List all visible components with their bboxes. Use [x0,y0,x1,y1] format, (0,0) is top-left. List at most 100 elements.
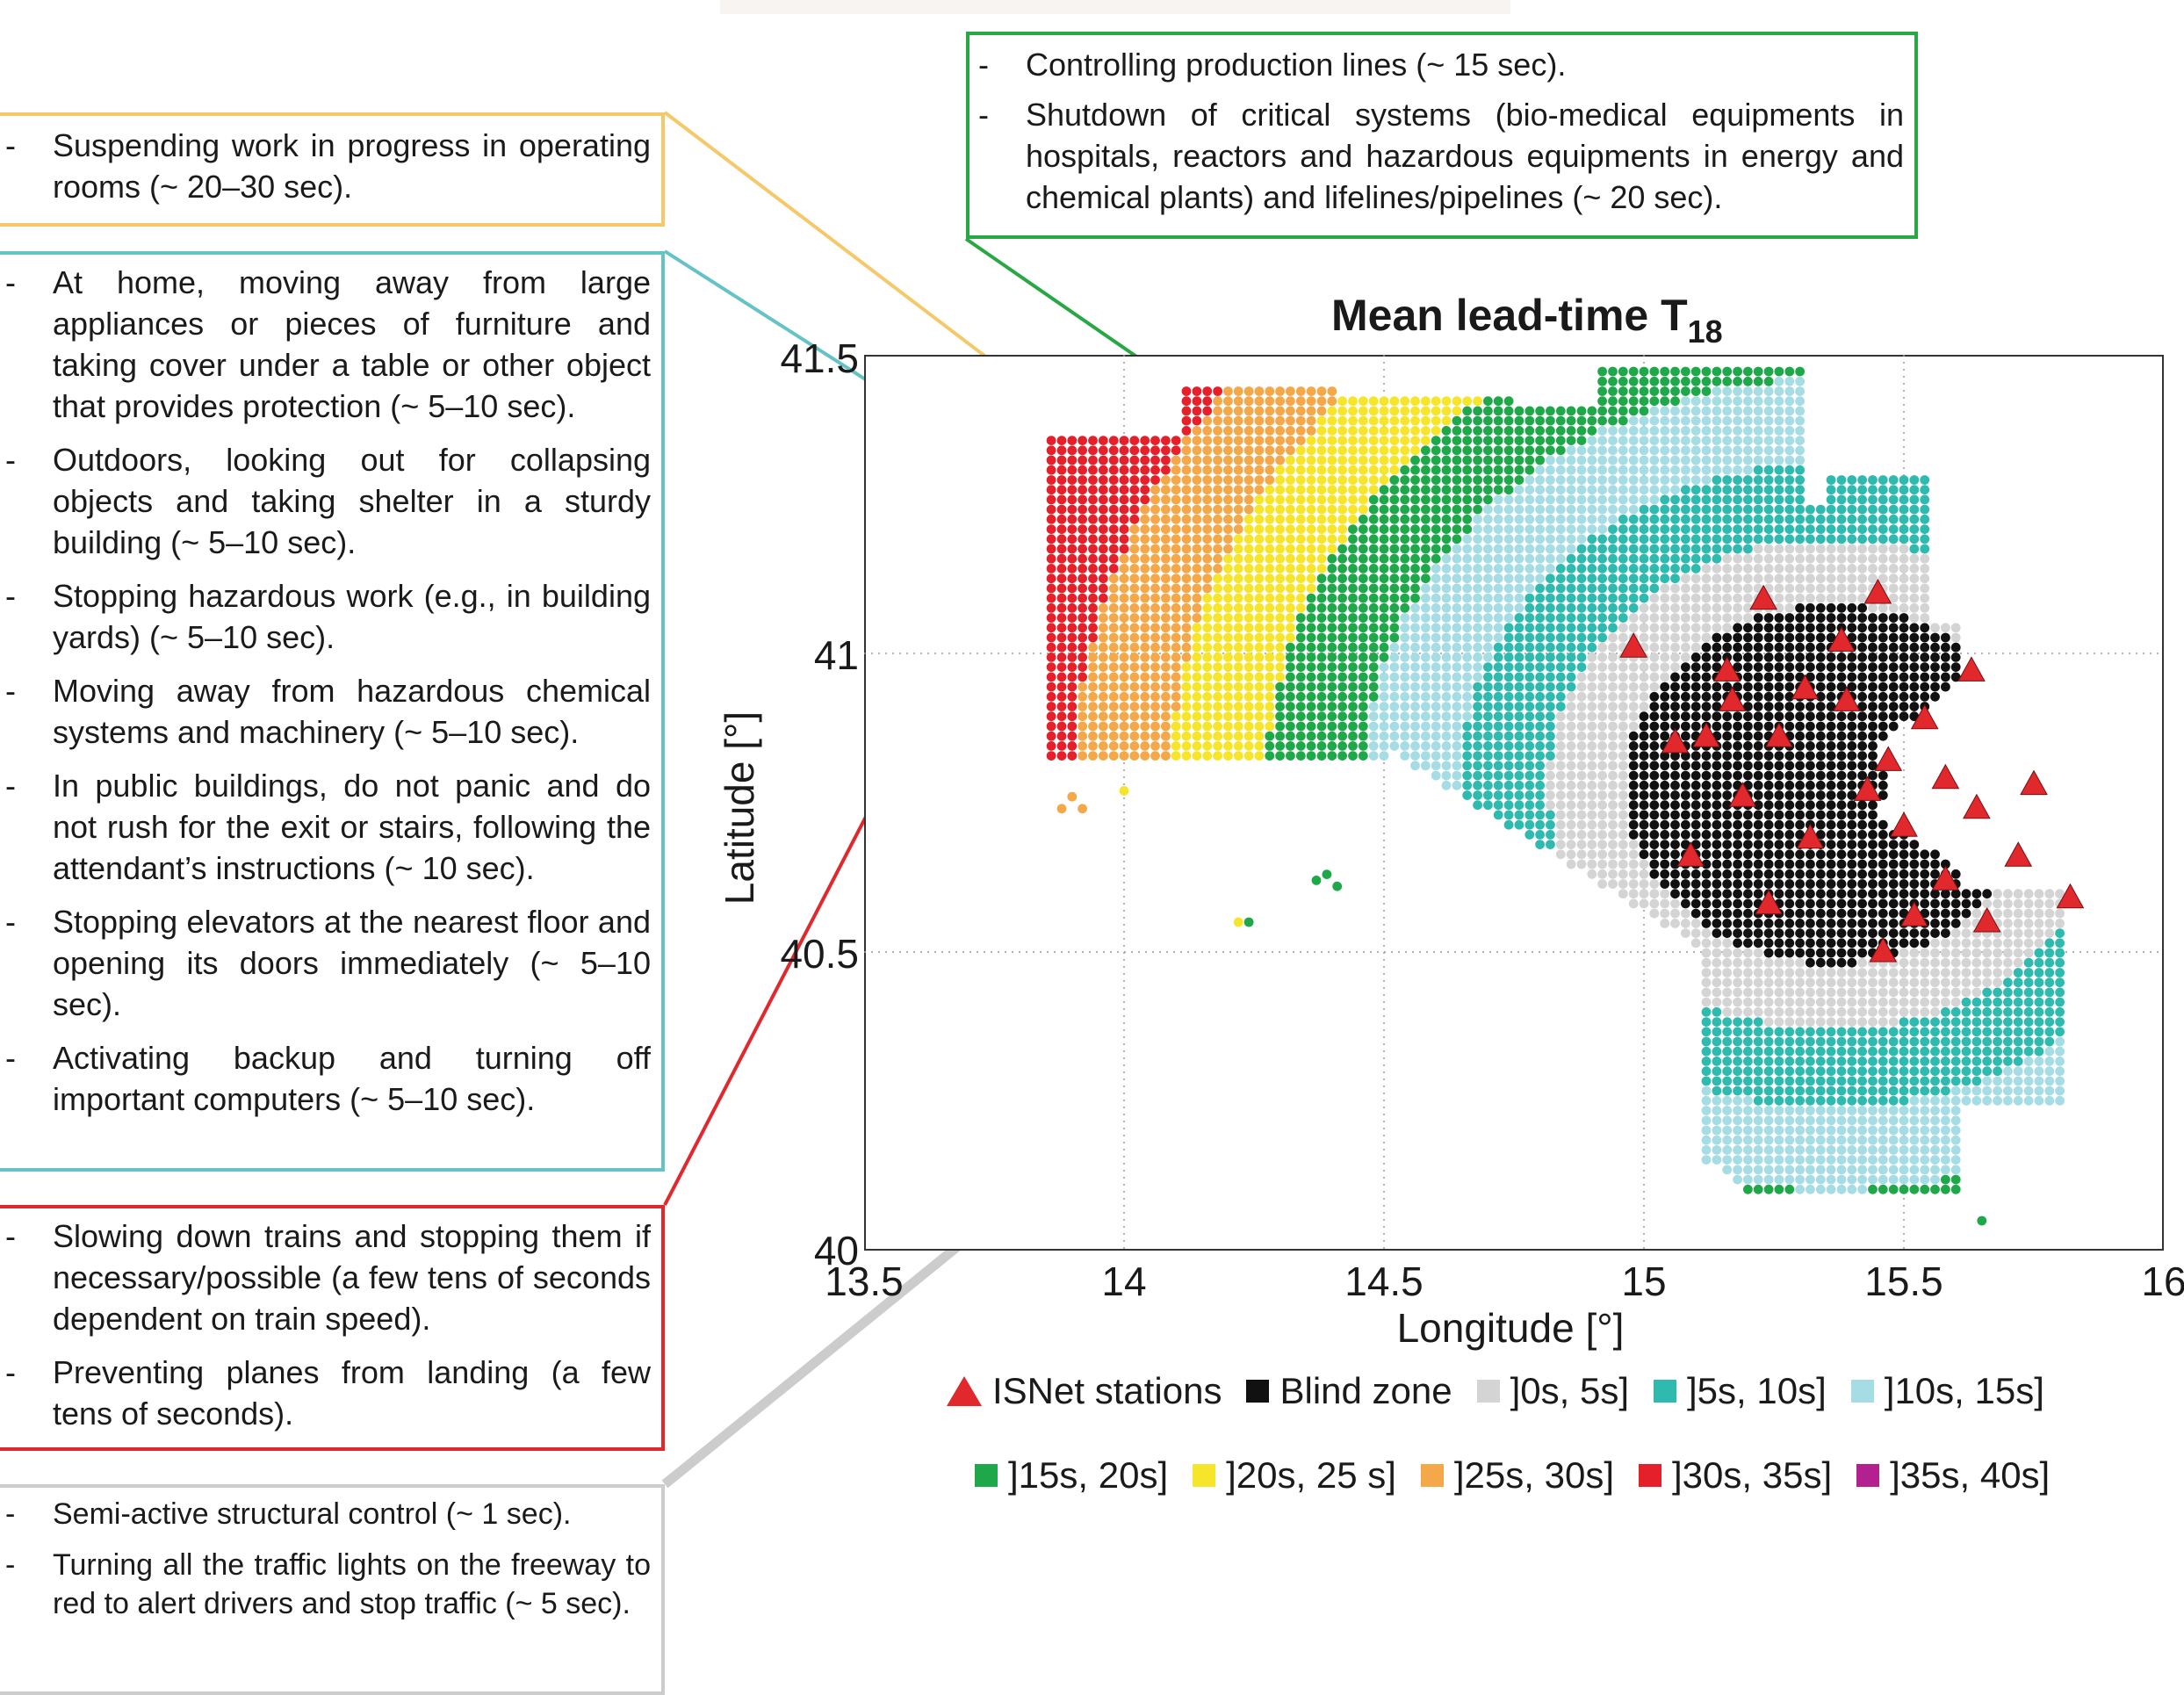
grid-point [1815,1165,1826,1175]
grid-point [1753,553,1763,564]
grid-point [1836,475,1847,485]
grid-point [1597,564,1607,573]
grid-point [1056,653,1067,662]
grid-point [1712,1095,1722,1106]
grid-point [1806,1036,1815,1047]
grid-point [1275,711,1285,722]
grid-point [1286,741,1295,751]
grid-point [1888,1066,1899,1077]
grid-point [1243,731,1254,741]
grid-point [1681,731,1690,741]
grid-point [1826,928,1836,938]
grid-point [1327,602,1337,613]
grid-point [1265,553,1275,564]
grid-point [1784,653,1795,662]
grid-point [1503,780,1514,790]
grid-point [1826,919,1836,928]
grid-point [1161,564,1171,573]
grid-point [1847,1135,1857,1145]
grid-point [1608,573,1618,584]
grid-point [1410,534,1420,545]
grid-point [1868,770,1878,781]
grid-point [1660,485,1670,495]
grid-point [1753,1006,1763,1017]
grid-point [1628,810,1639,820]
grid-point [1712,1027,1722,1037]
box-item: At home, moving away from large applianc… [0,262,651,427]
grid-point [1254,711,1265,722]
grid-point [1753,711,1763,722]
grid-point [1181,445,1192,456]
grid-point [1555,534,1566,545]
grid-point [1286,702,1295,711]
grid-point [2003,1027,2013,1037]
grid-point [1784,968,1795,977]
grid-point [1763,770,1774,781]
grid-point [1078,741,1087,751]
grid-point [1546,602,1555,613]
grid-point [1909,593,1920,603]
grid-point [1295,504,1306,515]
grid-point [1202,691,1213,702]
grid-point [1712,426,1722,436]
grid-point [1649,770,1660,781]
grid-point [1493,780,1503,790]
grid-point [1670,544,1680,554]
grid-point [1743,396,1753,407]
grid-point [1681,810,1690,820]
grid-point [1389,602,1400,613]
grid-point [1181,642,1192,653]
grid-point [1098,455,1108,465]
legend-row-2: ]15s, 20s] ]20s, 25 s] ]25s, 30s] ]30s, … [975,1454,2050,1497]
grid-point [1108,702,1119,711]
grid-point [1421,465,1431,475]
grid-point [2003,919,2013,928]
grid-point [1546,623,1555,633]
grid-point [1108,544,1119,554]
grid-point [1441,602,1452,613]
grid-point [1857,504,1867,515]
grid-point [1078,475,1087,485]
grid-point [1806,859,1815,869]
grid-point [1514,731,1524,741]
grid-point [2023,919,2034,928]
grid-point [1597,741,1607,751]
grid-point [1847,593,1857,603]
grid-point [1878,524,1888,534]
grid-point [1899,1165,1909,1175]
grid-point [1286,632,1295,643]
grid-point [1806,977,1815,988]
grid-point [1993,997,2002,1007]
grid-point [1078,534,1087,545]
grid-point [1618,879,1628,889]
grid-point [1337,475,1347,485]
grid-point [1701,1115,1712,1126]
grid-point [1348,504,1358,515]
grid-point [1920,1115,1930,1126]
grid-point [1618,475,1628,485]
grid-point [1441,415,1452,426]
grid-point [1213,602,1222,613]
grid-point [1763,465,1774,475]
grid-point [1993,1006,2002,1017]
grid-point [1223,751,1233,761]
grid-point [1223,662,1233,672]
grid-point [1431,544,1441,554]
grid-point [1950,1106,1961,1115]
grid-point [1763,475,1774,485]
grid-point [1129,534,1140,545]
grid-point [1920,948,1930,958]
grid-point [1899,977,1909,988]
grid-point [1233,573,1243,584]
grid-point [1941,1046,1950,1057]
grid-point [1213,573,1222,584]
grid-point [1452,711,1462,722]
grid-point [1524,642,1535,653]
station-marker [1972,906,2001,933]
grid-point [1774,415,1784,426]
grid-point [1483,770,1493,781]
grid-point [1857,819,1867,830]
grid-point [1670,475,1680,485]
legend-item-stations: ISNet stations [947,1370,1222,1412]
grid-point [1608,810,1618,820]
